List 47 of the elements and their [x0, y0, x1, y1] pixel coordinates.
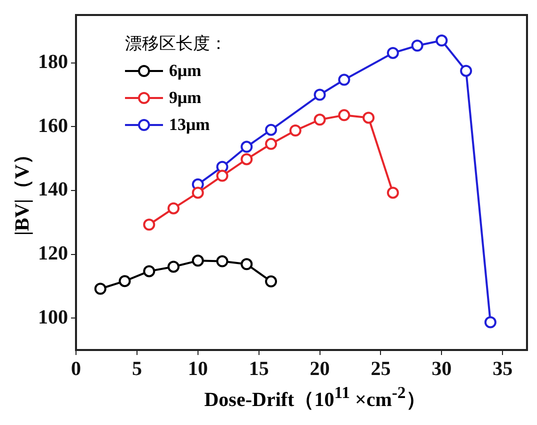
point [143, 218, 156, 231]
point [338, 74, 350, 86]
point [314, 88, 326, 101]
point [240, 153, 253, 166]
x-tick-label: 20 [310, 358, 330, 380]
legend-label: 6μm [169, 60, 202, 82]
y-axis-title: |BV|（V） [10, 144, 34, 236]
point [386, 186, 399, 199]
point [484, 316, 496, 328]
point [265, 124, 278, 136]
point [168, 260, 180, 273]
point [143, 265, 156, 278]
point [192, 254, 204, 267]
x-tick-label: 10 [188, 358, 208, 380]
point [216, 170, 228, 182]
legend-label: 13μm [169, 114, 210, 136]
legend-title: 漂移区长度： [125, 33, 227, 55]
legend-label: 9μm [169, 87, 202, 109]
point [118, 275, 131, 288]
point [314, 114, 326, 126]
point [436, 34, 448, 47]
y-tick-label: 160 [38, 114, 68, 137]
point [240, 140, 253, 153]
x-tick-label: 0 [71, 358, 81, 380]
point [94, 282, 106, 295]
y-tick-label: 180 [38, 51, 68, 74]
point [265, 275, 278, 288]
point [192, 186, 204, 199]
x-tick-label: 5 [132, 358, 142, 380]
y-tick-label: 100 [38, 306, 68, 328]
x-tick-label: 35 [492, 358, 513, 380]
point [460, 64, 472, 77]
x-tick-label: 25 [370, 358, 391, 380]
point [386, 46, 399, 59]
point [289, 124, 302, 136]
point [411, 40, 424, 52]
x-axis-title: Dose-Drift（10$^{11}$ ×cm$^{-2}$） [204, 383, 426, 413]
point [240, 258, 253, 270]
point [265, 138, 278, 150]
x-tick-label: 30 [432, 358, 452, 380]
y-tick-label: 120 [38, 242, 68, 264]
point [362, 112, 375, 124]
y-tick-label: 140 [38, 178, 68, 201]
x-tick-label: 15 [248, 358, 269, 380]
point [168, 202, 180, 214]
point [216, 255, 228, 268]
point [338, 109, 350, 122]
